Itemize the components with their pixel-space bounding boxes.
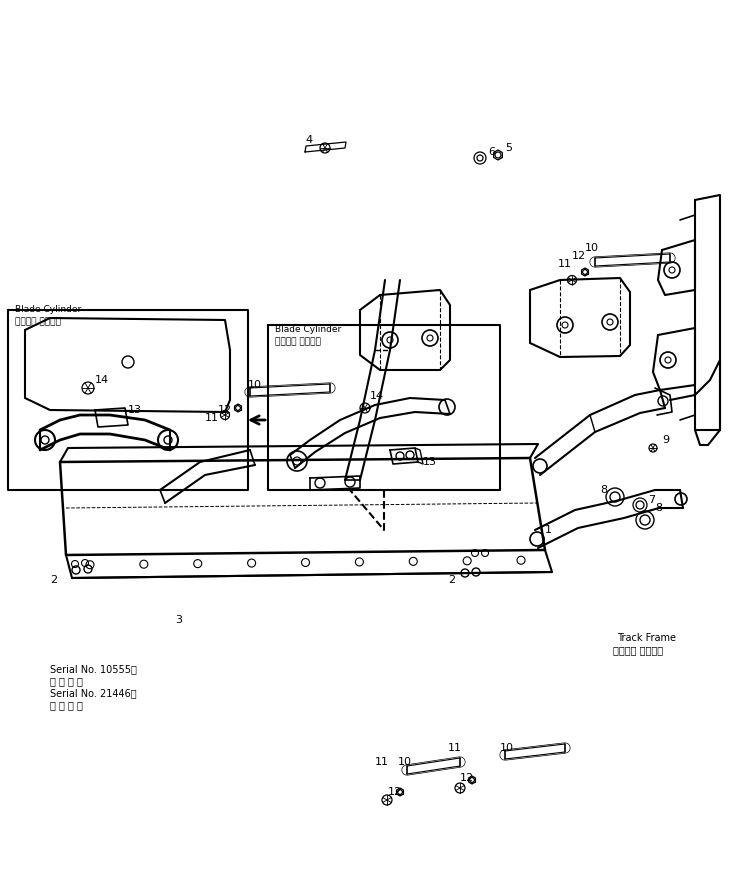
Text: 14: 14 <box>370 391 384 401</box>
Text: 14: 14 <box>95 375 109 385</box>
Text: 12: 12 <box>572 251 586 261</box>
Text: 12: 12 <box>460 773 474 783</box>
Text: 7: 7 <box>648 495 655 505</box>
Text: 13: 13 <box>128 405 142 415</box>
Text: Track Frame: Track Frame <box>617 633 676 643</box>
Text: 5: 5 <box>505 143 512 153</box>
Text: Serial No. 10555～: Serial No. 10555～ <box>50 664 137 674</box>
Text: 10: 10 <box>398 757 412 767</box>
Text: 10: 10 <box>585 243 599 253</box>
Text: Serial No. 21446～: Serial No. 21446～ <box>50 688 137 698</box>
Text: 10: 10 <box>248 380 262 390</box>
Text: ブレード シリンダ: ブレード シリンダ <box>15 318 61 327</box>
Text: 適 用 号 機: 適 用 号 機 <box>50 700 83 710</box>
Text: トラック フレーム: トラック フレーム <box>613 645 663 655</box>
Text: ブレード シリンダ: ブレード シリンダ <box>275 338 321 347</box>
Text: 9: 9 <box>662 435 669 445</box>
Text: 11: 11 <box>558 259 572 269</box>
Text: 4: 4 <box>305 135 312 145</box>
Text: 2: 2 <box>50 575 57 585</box>
Text: 12: 12 <box>388 787 402 797</box>
Text: 1: 1 <box>545 525 552 535</box>
Text: 8: 8 <box>655 503 662 513</box>
Text: 12: 12 <box>218 405 232 415</box>
Text: 6: 6 <box>488 147 495 157</box>
Text: 適 用 号 機: 適 用 号 機 <box>50 676 83 686</box>
Text: 11: 11 <box>375 757 389 767</box>
Text: 8: 8 <box>600 485 607 495</box>
Text: 11: 11 <box>448 743 462 753</box>
Text: 10: 10 <box>500 743 514 753</box>
Text: 3: 3 <box>175 615 182 625</box>
Text: Blade Cylinder: Blade Cylinder <box>275 326 341 334</box>
Text: 13: 13 <box>423 457 437 467</box>
Text: 11: 11 <box>205 413 219 423</box>
Text: 2: 2 <box>448 575 455 585</box>
Text: Blade Cylinder: Blade Cylinder <box>15 306 81 314</box>
